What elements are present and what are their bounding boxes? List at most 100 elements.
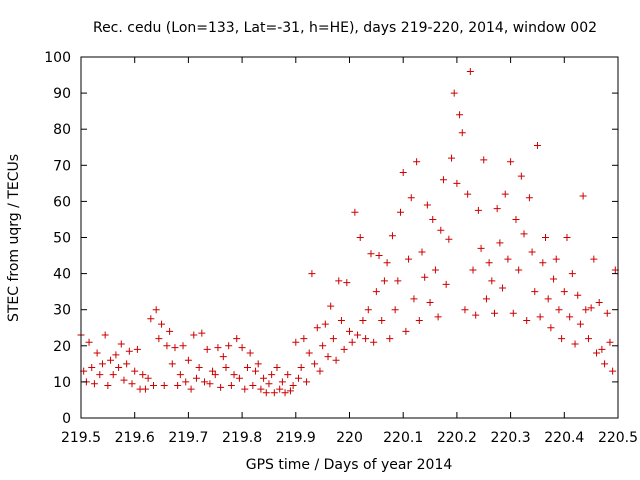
data-point [477,244,485,252]
data-point [544,295,552,303]
data-point [149,382,157,390]
data-point [238,344,246,352]
data-point [268,371,276,379]
data-point [117,340,125,348]
data-point [469,266,477,274]
data-point [246,349,254,357]
data-point [184,356,192,364]
plot-frame [80,56,619,419]
data-point [273,363,281,371]
data-point [482,295,490,303]
data-point [125,347,133,355]
data-point [531,288,539,296]
data-point [429,215,437,223]
data-point [278,378,286,386]
data-point [120,376,128,384]
data-point [241,385,249,393]
data-point [321,320,329,328]
data-point [480,156,488,164]
y-tick-label: 0 [62,411,71,427]
data-point [346,327,353,335]
data-point [332,356,340,364]
data-point [563,234,571,241]
data-point [303,378,311,386]
data-point [139,371,147,379]
data-point [214,344,222,352]
data-point [88,363,96,371]
data-point [517,172,525,180]
data-point [499,284,507,292]
data-point [372,288,380,296]
data-point [391,306,399,314]
data-point [550,275,558,283]
y-tick-label: 90 [53,86,71,102]
data-point [609,367,617,375]
data-point [337,317,345,325]
data-point [107,356,115,364]
data-point [104,382,112,390]
data-point [413,158,421,166]
data-point [474,206,482,214]
y-tick-label: 100 [44,50,71,66]
data-point [128,380,136,388]
data-point [566,313,574,321]
data-point [504,255,512,263]
data-point [515,266,523,274]
data-point [219,353,227,361]
data-point [437,226,445,234]
data-point [176,371,184,379]
data-point [490,309,498,317]
data-point [198,329,206,337]
data-point [410,295,418,303]
x-tick-label: 219.9 [276,430,316,446]
data-point [601,360,609,368]
data-point [230,371,238,379]
data-point [319,342,327,350]
data-point [192,374,200,382]
data-point [313,324,321,332]
data-point [560,288,568,296]
data-point [348,338,356,346]
data-point [343,279,351,287]
data-point [445,235,453,243]
data-point [115,363,123,371]
data-point [147,315,155,323]
data-point [211,371,219,379]
data-point [496,239,504,247]
data-point [380,277,388,285]
data-point [262,389,270,397]
data-point [233,335,241,343]
data-point [378,317,386,325]
data-point [507,158,515,166]
data-point [552,255,560,263]
data-point [539,259,547,267]
data-point [98,360,106,368]
data-point [606,338,614,346]
data-points [77,67,619,397]
data-point [579,192,587,200]
data-point [598,345,606,353]
data-point [448,154,456,162]
data-point [281,389,289,397]
data-point [456,111,464,119]
data-point [399,169,407,177]
data-point [485,259,493,267]
data-point [182,378,190,386]
y-tick-label: 80 [53,122,71,138]
data-point [265,380,273,388]
data-point [453,179,461,187]
y-tick-label: 70 [53,158,71,174]
y-tick-label: 10 [53,375,71,391]
x-tick-label: 220.1 [383,430,423,446]
data-point [158,320,166,328]
x-axis-label: GPS time / Days of year 2014 [246,457,453,473]
data-point [555,306,563,314]
data-point [415,317,423,325]
data-point [276,385,284,393]
data-point [512,215,520,223]
data-point [370,338,378,346]
y-axis-label: STEC from uqrg / TECUs [6,154,22,322]
x-tick-label: 220.2 [437,430,477,446]
data-point [383,259,391,267]
